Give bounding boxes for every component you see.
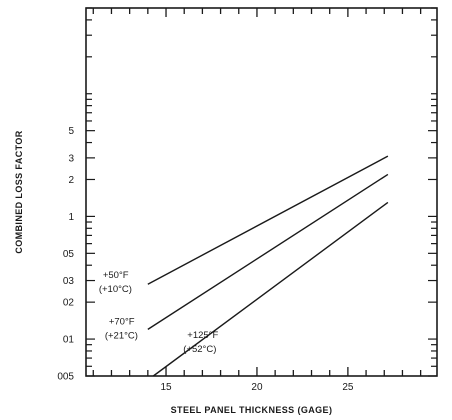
y-tick-label: 01 — [63, 335, 75, 346]
x-tick-label: 25 — [342, 382, 354, 393]
series-line — [147, 173, 389, 330]
x-tick-label: 20 — [251, 382, 263, 393]
y-tick-label: 05 — [63, 249, 75, 260]
y-tick-label: 2 — [68, 175, 74, 186]
y-tick-label: 5 — [68, 126, 74, 137]
series-label: (+21°C) — [105, 330, 138, 341]
y-tick-label: 02 — [63, 298, 75, 309]
y-tick-label: 005 — [57, 372, 74, 383]
series-label: (+10°C) — [99, 284, 132, 295]
plot-frame — [85, 7, 438, 377]
y-tick-label: 3 — [68, 153, 74, 164]
y-axis-label: COMBINED LOSS FACTOR — [14, 130, 24, 253]
y-tick-label: 1 — [68, 212, 74, 223]
series-line — [147, 155, 389, 285]
series-label: +70°F — [109, 316, 135, 327]
series-line — [152, 201, 389, 377]
x-axis-label: STEEL PANEL THICKNESS (GAGE) — [171, 405, 333, 415]
series-label: (+52°C) — [183, 344, 216, 355]
series-label: +50°F — [103, 270, 129, 281]
y-tick-label: 03 — [63, 276, 75, 287]
series-label: +125°F — [187, 330, 218, 341]
x-tick-label: 15 — [160, 382, 172, 393]
